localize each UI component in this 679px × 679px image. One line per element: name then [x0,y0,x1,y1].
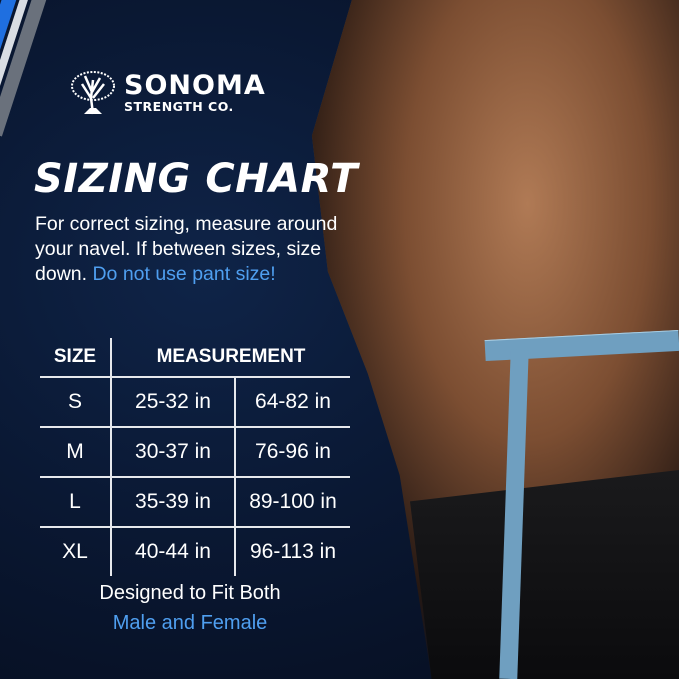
brand-name: SONOMA [124,70,266,101]
size-cell: S [40,376,112,427]
brand-tagline: STRENGTH CO. [124,99,234,114]
instructions-highlight: Do not use pant size! [92,263,276,285]
tree-icon [71,71,115,115]
size-cell: M [40,426,112,477]
inches-cell: 40-44 in [111,526,236,576]
header-size: SIZE [40,338,112,377]
model-shorts [410,470,679,679]
inches-cell: 35-39 in [111,476,236,527]
fit-note-line1: Designed to Fit Both [99,582,281,604]
measurement-cell: 96-113 in [235,526,350,576]
fit-note: Designed to Fit Both Male and Female [40,578,340,638]
measurement-cell: 76-96 in [235,426,350,477]
table-row: L 35-39 in 89-100 in [40,476,350,527]
sizing-instructions: For correct sizing, measure around your … [35,212,375,287]
size-table: SIZE MEASUREMENT S 25-32 in 64-82 in M 30-37… [40,338,350,576]
instructions-text: For correct sizing, measure around your … [35,213,338,285]
header-measurement: MEASUREMENT [156,346,306,367]
size-cell: XL [40,526,112,576]
measurement-cell: 89-100 in [235,476,350,527]
brand-logo: SONOMA STRENGTH CO. [70,70,266,116]
table-row: M 30-37 in 76-96 in [40,426,350,477]
measurement-cell: 64-82 in [235,376,350,427]
size-cell: L [40,476,112,527]
table-row: S 25-32 in 64-82 in [40,376,350,427]
table-row: XL 40-44 in 96-113 in [40,526,350,576]
inches-cell: 30-37 in [111,426,236,477]
inches-cell: 25-32 in [111,376,236,427]
page-title: SIZING CHART [34,156,358,202]
fit-note-line2: Male and Female [112,612,268,634]
